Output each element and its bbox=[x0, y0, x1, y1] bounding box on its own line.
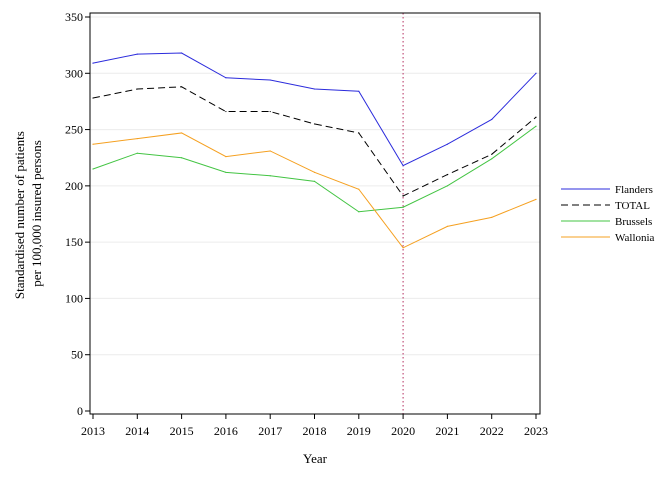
data-point-flanders bbox=[136, 53, 138, 55]
x-tick-label: 2022 bbox=[480, 424, 504, 438]
legend-label-flanders: Flanders bbox=[615, 184, 653, 196]
data-point-wallonia bbox=[402, 247, 404, 249]
series-lines bbox=[92, 52, 537, 249]
y-axis-title-line-2: per 100,000 insured persons bbox=[29, 140, 44, 287]
legend-label-wallonia: Wallonia bbox=[615, 232, 655, 244]
data-point-total bbox=[136, 88, 138, 90]
data-point-wallonia bbox=[92, 143, 94, 145]
data-point-wallonia bbox=[136, 137, 138, 140]
data-point-flanders bbox=[535, 72, 537, 74]
x-tick-label: 2018 bbox=[303, 424, 327, 438]
y-axis-ticks: 0 50 100 150 200 250 300 350 bbox=[65, 10, 90, 418]
x-tick-label: 2019 bbox=[347, 424, 371, 438]
data-point-wallonia bbox=[535, 198, 537, 200]
series-line-wallonia bbox=[92, 132, 537, 249]
data-point-brussels bbox=[181, 157, 183, 159]
series-line-flanders bbox=[92, 52, 537, 167]
data-point-brussels bbox=[535, 125, 537, 127]
data-point-flanders bbox=[402, 164, 404, 167]
data-point-flanders bbox=[313, 88, 316, 90]
data-point-total bbox=[402, 195, 404, 197]
data-point-wallonia bbox=[358, 188, 360, 190]
data-point-brussels bbox=[402, 206, 404, 208]
data-point-flanders bbox=[491, 118, 493, 121]
y-tick-label: 200 bbox=[65, 179, 83, 193]
x-tick-label: 2021 bbox=[435, 424, 459, 438]
y-axis-title-line-1: Standardised number of patients bbox=[12, 131, 27, 299]
data-point-wallonia bbox=[491, 216, 493, 218]
data-point-wallonia bbox=[269, 150, 271, 152]
data-point-total bbox=[358, 132, 360, 134]
x-tick-label: 2016 bbox=[214, 424, 238, 438]
data-point-wallonia bbox=[446, 225, 448, 227]
data-point-brussels bbox=[225, 171, 227, 173]
data-point-brussels bbox=[136, 152, 138, 154]
data-point-total bbox=[535, 116, 537, 118]
data-point-flanders bbox=[446, 143, 448, 145]
data-point-total bbox=[92, 97, 94, 99]
data-point-brussels bbox=[358, 211, 360, 213]
y-tick-label: 150 bbox=[65, 235, 83, 249]
y-tick-label: 0 bbox=[77, 404, 83, 418]
x-tick-label: 2015 bbox=[170, 424, 194, 438]
data-point-flanders bbox=[358, 90, 360, 92]
data-point-flanders bbox=[269, 79, 271, 81]
data-point-total bbox=[491, 153, 493, 155]
series-line-brussels bbox=[92, 125, 537, 213]
y-tick-label: 50 bbox=[71, 348, 83, 362]
x-tick-label: 2013 bbox=[81, 424, 105, 438]
legend: Flanders TOTAL Brussels Wallonia bbox=[561, 184, 655, 244]
x-axis-ticks: 2013 2014 2015 2016 2017 2018 2019 2020 2021 2022… bbox=[81, 414, 548, 438]
data-point-brussels bbox=[313, 180, 316, 182]
data-point-brussels bbox=[491, 158, 493, 160]
x-tick-label: 2023 bbox=[524, 424, 548, 438]
data-point-flanders bbox=[225, 77, 227, 79]
data-point-flanders bbox=[92, 62, 94, 64]
legend-label-brussels: Brussels bbox=[615, 216, 652, 228]
y-tick-label: 100 bbox=[65, 291, 83, 305]
data-point-total bbox=[225, 110, 227, 113]
y-axis-title: Standardised number of patients per 100,… bbox=[12, 128, 44, 299]
y-tick-label: 300 bbox=[65, 66, 83, 80]
data-point-brussels bbox=[92, 168, 94, 170]
data-point-brussels bbox=[446, 185, 448, 187]
x-tick-label: 2014 bbox=[125, 424, 149, 438]
data-point-wallonia bbox=[313, 171, 316, 173]
data-point-flanders bbox=[181, 52, 183, 54]
data-point-wallonia bbox=[181, 132, 183, 134]
data-point-brussels bbox=[269, 175, 271, 177]
gridlines bbox=[90, 16, 540, 356]
data-point-total bbox=[446, 174, 448, 176]
y-tick-label: 250 bbox=[65, 123, 83, 137]
data-point-total bbox=[313, 123, 316, 125]
x-tick-label: 2017 bbox=[258, 424, 282, 438]
data-point-total bbox=[181, 86, 183, 88]
x-tick-label: 2020 bbox=[391, 424, 415, 438]
series-line-total bbox=[92, 86, 537, 197]
x-axis-title: Year bbox=[303, 451, 328, 466]
data-point-total bbox=[269, 110, 271, 113]
data-point-wallonia bbox=[225, 155, 227, 158]
legend-label-total: TOTAL bbox=[615, 200, 650, 212]
y-tick-label: 350 bbox=[65, 10, 83, 24]
